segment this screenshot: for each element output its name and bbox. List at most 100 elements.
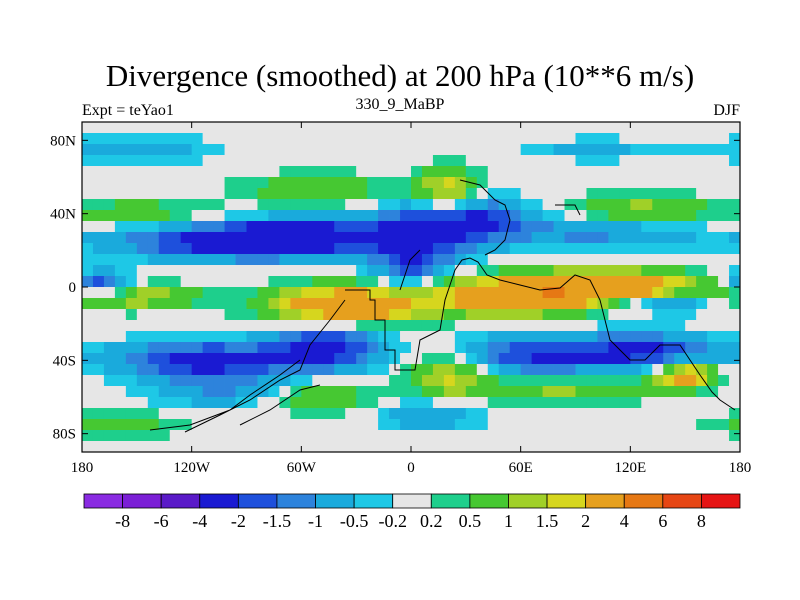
field-cell xyxy=(334,265,346,277)
field-cell xyxy=(356,386,368,398)
field-cell xyxy=(400,298,412,310)
field-cell xyxy=(509,287,522,299)
field-cell xyxy=(136,419,149,431)
field-cell xyxy=(147,353,160,365)
field-cell xyxy=(542,243,554,255)
field-cell xyxy=(421,309,434,321)
field-cell xyxy=(476,243,489,255)
field-cell xyxy=(169,243,182,255)
field-cell xyxy=(454,155,467,167)
field-cell xyxy=(641,287,653,299)
field-cell xyxy=(597,386,609,398)
field-cell xyxy=(136,276,149,288)
field-cell xyxy=(312,265,324,277)
field-cell xyxy=(542,320,554,332)
field-cell xyxy=(487,441,500,453)
field-cell xyxy=(147,265,160,277)
field-cell xyxy=(125,364,138,376)
field-cell xyxy=(411,430,423,442)
field-cell xyxy=(443,210,456,222)
field-cell xyxy=(378,144,390,156)
field-cell xyxy=(345,243,357,255)
field-cell xyxy=(465,375,478,387)
field-cell xyxy=(454,221,467,233)
field-cell xyxy=(268,232,280,244)
field-cell xyxy=(411,243,423,255)
field-cell xyxy=(224,133,236,145)
field-cell xyxy=(345,199,357,211)
field-cell xyxy=(389,199,401,211)
field-cell xyxy=(674,144,686,156)
field-cell xyxy=(432,386,445,398)
field-cell xyxy=(389,133,401,145)
field-cell xyxy=(125,397,138,409)
field-cell xyxy=(498,243,511,255)
field-cell xyxy=(279,430,291,442)
field-cell xyxy=(487,122,500,134)
field-cell xyxy=(729,276,741,288)
field-cell xyxy=(553,177,565,189)
field-cell xyxy=(531,210,543,222)
field-cell xyxy=(630,298,642,310)
field-cell xyxy=(707,397,719,409)
field-cell xyxy=(432,375,445,387)
field-cell xyxy=(553,188,565,200)
field-cell xyxy=(257,364,269,376)
field-cell xyxy=(323,199,335,211)
field-cell xyxy=(542,298,554,310)
field-cell xyxy=(125,408,138,420)
field-cell xyxy=(312,155,324,167)
field-cell xyxy=(345,177,357,189)
field-cell xyxy=(696,276,708,288)
field-cell xyxy=(663,353,675,365)
field-cell xyxy=(158,177,171,189)
field-cell xyxy=(345,430,357,442)
field-cell xyxy=(575,144,587,156)
coastline-outline xyxy=(149,179,736,433)
field-cell xyxy=(301,441,313,453)
field-cell xyxy=(158,353,171,365)
field-cell xyxy=(158,309,171,321)
field-cell xyxy=(323,232,335,244)
field-cell xyxy=(378,320,390,332)
field-cell xyxy=(652,298,664,310)
field-cell xyxy=(696,331,708,343)
field-cell xyxy=(707,342,719,354)
field-cell xyxy=(191,232,204,244)
field-cell xyxy=(356,210,368,222)
field-cell xyxy=(531,133,543,145)
field-cell xyxy=(235,122,247,134)
field-cell xyxy=(652,309,664,321)
field-cell xyxy=(597,122,609,134)
field-cell xyxy=(509,254,522,266)
colorbar-label: -4 xyxy=(192,511,207,531)
field-cell xyxy=(520,243,533,255)
field-cell xyxy=(180,177,193,189)
field-cell xyxy=(202,397,214,409)
field-cell xyxy=(685,353,697,365)
field-cell xyxy=(564,353,576,365)
field-cell xyxy=(729,441,741,453)
field-cell xyxy=(465,320,478,332)
field-cell xyxy=(334,320,346,332)
field-cell xyxy=(323,122,335,134)
field-cell xyxy=(487,298,500,310)
field-cell xyxy=(553,133,565,145)
field-cell xyxy=(498,188,511,200)
field-cell xyxy=(290,309,302,321)
field-cell xyxy=(718,221,730,233)
field-cell xyxy=(268,430,280,442)
field-cell xyxy=(476,166,489,178)
field-cell xyxy=(443,221,456,233)
field-cell xyxy=(641,331,653,343)
field-cell xyxy=(290,408,302,420)
field-cell xyxy=(411,419,423,431)
field-cell xyxy=(411,364,423,376)
field-cell xyxy=(564,254,576,266)
field-cell xyxy=(114,276,127,288)
field-cell xyxy=(312,276,324,288)
field-cell xyxy=(729,408,741,420)
field-cell xyxy=(531,430,543,442)
field-cell xyxy=(103,386,116,398)
field-cell xyxy=(454,419,467,431)
